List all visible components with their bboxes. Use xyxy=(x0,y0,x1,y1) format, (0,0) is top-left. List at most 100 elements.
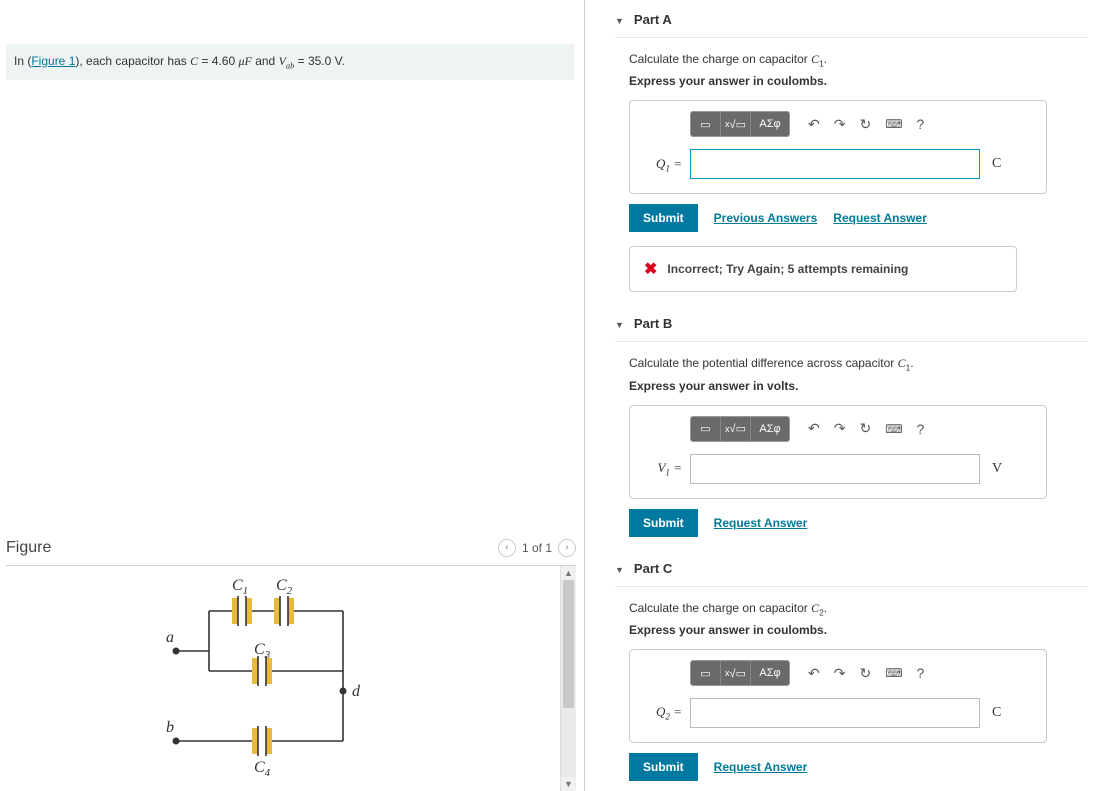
undo-icon[interactable]: ↶ xyxy=(808,116,820,133)
redo-icon[interactable]: ↷ xyxy=(834,665,846,682)
answer-box: ▭x√▭ΑΣφ ↶ ↷ ↻ ⌨? Q1 = C xyxy=(629,100,1047,194)
feedback-text: Incorrect; Try Again; 5 attempts remaini… xyxy=(667,262,908,276)
part-header[interactable]: Part B xyxy=(615,312,1087,342)
figure-header: Figure ‹ 1 of 1 › xyxy=(6,533,576,566)
request-answer-link[interactable]: Request Answer xyxy=(714,516,808,530)
template-rect-icon[interactable]: ▭ xyxy=(691,112,721,136)
problem-prefix: In ( xyxy=(14,54,31,68)
feedback-box: ✖ Incorrect; Try Again; 5 attempts remain… xyxy=(629,246,1017,292)
part-header[interactable]: Part A xyxy=(615,8,1087,38)
request-answer-link[interactable]: Request Answer xyxy=(833,211,927,225)
help-icon[interactable]: ? xyxy=(917,116,925,132)
and: and xyxy=(252,54,279,68)
figure-title: Figure xyxy=(6,539,51,557)
problem-after-link: ), each capacitor has xyxy=(75,54,190,68)
pager-prev-button[interactable]: ‹ xyxy=(498,539,516,557)
template-rect-icon[interactable]: ▭ xyxy=(691,417,721,441)
unit-label: C xyxy=(992,156,1001,172)
instruction-text: Express your answer in coulombs. xyxy=(629,74,1087,88)
toolbar-template-group: ▭x√▭ΑΣφ xyxy=(690,660,790,686)
reset-icon[interactable]: ↻ xyxy=(859,116,871,133)
figure-link[interactable]: Figure 1 xyxy=(31,54,75,68)
figure-body: a b d C1 C2 C3 C4 ▲ ▼ xyxy=(6,566,576,791)
label-a: a xyxy=(166,629,174,646)
actions-row: Submit Request Answer xyxy=(629,509,1087,537)
toolbar-template-group: ▭x√▭ΑΣφ xyxy=(690,416,790,442)
redo-icon[interactable]: ↷ xyxy=(834,420,846,437)
keyboard-icon[interactable]: ⌨ xyxy=(885,666,902,680)
submit-button[interactable]: Submit xyxy=(629,204,698,232)
error-icon: ✖ xyxy=(644,259,657,279)
template-root-icon[interactable]: x√▭ xyxy=(721,112,751,136)
reset-icon[interactable]: ↻ xyxy=(859,665,871,682)
template-greek-button[interactable]: ΑΣφ xyxy=(751,112,789,136)
circuit-area: a b d C1 C2 C3 C4 xyxy=(6,566,560,791)
variable-label: Q1 = xyxy=(648,156,682,174)
figure-scrollbar[interactable]: ▲ ▼ xyxy=(560,566,576,791)
answer-input[interactable] xyxy=(690,698,980,728)
figure-section: Figure ‹ 1 of 1 › xyxy=(0,533,584,791)
redo-icon[interactable]: ↷ xyxy=(834,116,846,133)
equation-toolbar: ▭x√▭ΑΣφ ↶ ↷ ↻ ⌨? xyxy=(690,111,1034,137)
label-c1: C1 xyxy=(232,577,248,597)
scroll-thumb[interactable] xyxy=(563,580,574,708)
instruction-text: Express your answer in coulombs. xyxy=(629,623,1087,637)
reset-icon[interactable]: ↻ xyxy=(859,420,871,437)
scroll-track[interactable] xyxy=(561,580,576,777)
right-panel: Part A Calculate the charge on capacitor … xyxy=(585,0,1105,791)
answer-box: ▭x√▭ΑΣφ ↶ ↷ ↻ ⌨? V1 = V xyxy=(629,405,1047,499)
template-rect-icon[interactable]: ▭ xyxy=(691,661,721,685)
help-icon[interactable]: ? xyxy=(917,421,925,437)
keyboard-icon[interactable]: ⌨ xyxy=(885,117,902,131)
question-text: Calculate the potential difference acros… xyxy=(629,356,1087,372)
answer-box: ▭x√▭ΑΣφ ↶ ↷ ↻ ⌨? Q2 = C xyxy=(629,649,1047,743)
actions-row: Submit Request Answer xyxy=(629,753,1087,781)
submit-button[interactable]: Submit xyxy=(629,753,698,781)
c-var: C xyxy=(190,54,198,68)
answer-input[interactable] xyxy=(690,149,980,179)
c-eq: = 4.60 xyxy=(198,54,238,68)
v-eq: = 35.0 V. xyxy=(294,54,345,68)
undo-icon[interactable]: ↶ xyxy=(808,420,820,437)
variable-label: Q2 = xyxy=(648,704,682,722)
v-var: V xyxy=(279,54,286,68)
scroll-up-icon[interactable]: ▲ xyxy=(561,566,576,580)
pager-text: 1 of 1 xyxy=(522,541,552,555)
keyboard-icon[interactable]: ⌨ xyxy=(885,422,902,436)
help-icon[interactable]: ? xyxy=(917,665,925,681)
scroll-down-icon[interactable]: ▼ xyxy=(561,777,576,791)
variable-label: V1 = xyxy=(648,460,682,478)
left-panel: In (Figure 1), each capacitor has C = 4.… xyxy=(0,0,585,791)
label-c4: C4 xyxy=(254,759,271,779)
template-greek-button[interactable]: ΑΣφ xyxy=(751,417,789,441)
answer-input[interactable] xyxy=(690,454,980,484)
pager-next-button[interactable]: › xyxy=(558,539,576,557)
figure-pager: ‹ 1 of 1 › xyxy=(498,539,576,557)
previous-answers-link[interactable]: Previous Answers xyxy=(714,211,818,225)
template-root-icon[interactable]: x√▭ xyxy=(721,661,751,685)
part-a: Part A Calculate the charge on capacitor … xyxy=(615,8,1087,292)
label-b: b xyxy=(166,719,174,736)
unit-label: V xyxy=(992,461,1002,477)
equation-toolbar: ▭x√▭ΑΣφ ↶ ↷ ↻ ⌨? xyxy=(690,416,1034,442)
unit-label: C xyxy=(992,705,1001,721)
c-unit: μF xyxy=(239,54,252,68)
undo-icon[interactable]: ↶ xyxy=(808,665,820,682)
input-row: Q1 = C xyxy=(648,149,1034,179)
circuit-diagram: a b d C1 C2 C3 C4 xyxy=(136,576,416,786)
submit-button[interactable]: Submit xyxy=(629,509,698,537)
problem-statement: In (Figure 1), each capacitor has C = 4.… xyxy=(6,44,574,80)
actions-row: Submit Previous Answers Request Answer xyxy=(629,204,1087,232)
request-answer-link[interactable]: Request Answer xyxy=(714,760,808,774)
input-row: V1 = V xyxy=(648,454,1034,484)
toolbar-template-group: ▭x√▭ΑΣφ xyxy=(690,111,790,137)
label-d: d xyxy=(352,683,361,700)
part-b: Part B Calculate the potential difference… xyxy=(615,312,1087,536)
part-header[interactable]: Part C xyxy=(615,557,1087,587)
instruction-text: Express your answer in volts. xyxy=(629,379,1087,393)
question-text: Calculate the charge on capacitor C2. xyxy=(629,601,1087,617)
template-greek-button[interactable]: ΑΣφ xyxy=(751,661,789,685)
template-root-icon[interactable]: x√▭ xyxy=(721,417,751,441)
part-c: Part C Calculate the charge on capacitor … xyxy=(615,557,1087,781)
question-text: Calculate the charge on capacitor C1. xyxy=(629,52,1087,68)
